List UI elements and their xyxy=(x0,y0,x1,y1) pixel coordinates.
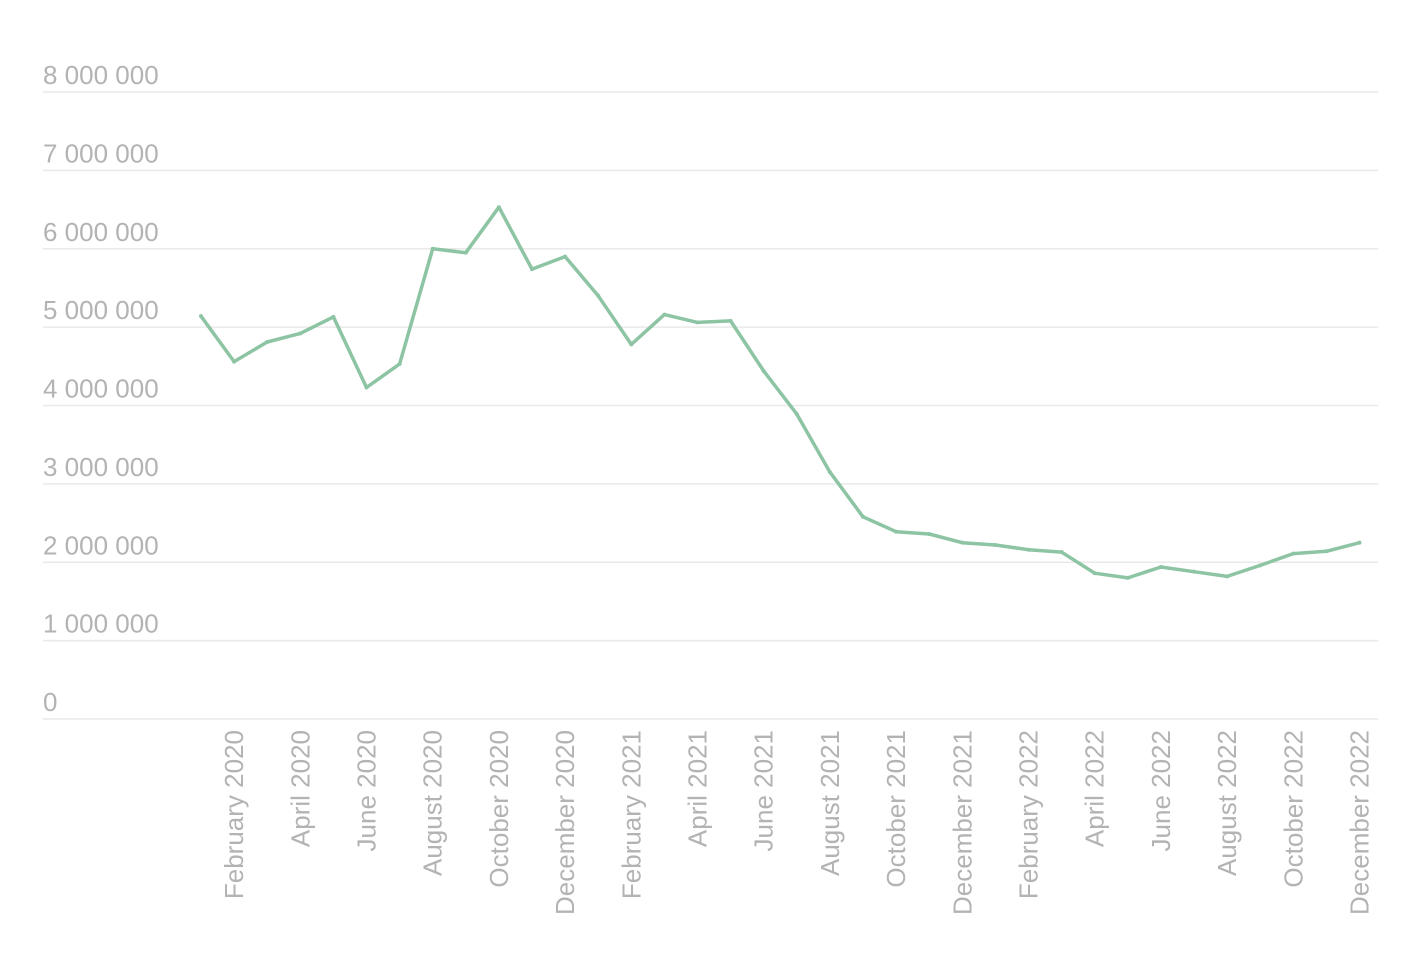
data-point xyxy=(1225,574,1230,579)
data-point xyxy=(761,369,766,374)
data-point xyxy=(331,314,336,319)
y-tick-label: 7 000 000 xyxy=(43,138,159,168)
y-tick-label: 0 xyxy=(43,687,57,717)
data-point xyxy=(1092,571,1097,576)
x-tick-label: April 2021 xyxy=(683,730,713,847)
x-tick-label: October 2021 xyxy=(881,730,911,888)
data-point xyxy=(496,205,501,210)
data-point xyxy=(662,312,667,317)
data-point xyxy=(695,320,700,325)
data-point xyxy=(1324,549,1329,554)
data-point xyxy=(927,532,932,537)
data-point xyxy=(596,293,601,298)
data-point xyxy=(364,385,369,390)
data-point xyxy=(232,359,237,364)
x-tick-label: August 2022 xyxy=(1212,730,1242,876)
y-tick-label: 3 000 000 xyxy=(43,452,159,482)
x-tick-label: December 2022 xyxy=(1345,730,1375,915)
data-point xyxy=(430,246,435,251)
y-tick-label: 1 000 000 xyxy=(43,609,159,639)
data-point xyxy=(563,254,568,259)
x-tick-label: June 2020 xyxy=(352,730,382,851)
y-axis-tick-labels: 0 1 000 000 2 000 000 3 000 000 4 000 000 5 0… xyxy=(43,60,159,717)
x-tick-label: April 2022 xyxy=(1080,730,1110,847)
data-point xyxy=(1026,547,1031,552)
data-point xyxy=(265,340,270,345)
data-point xyxy=(1258,563,1263,568)
data-point xyxy=(993,543,998,548)
x-tick-label: October 2020 xyxy=(484,730,514,888)
data-point xyxy=(1158,564,1163,569)
data-point xyxy=(894,529,899,534)
x-tick-label: December 2021 xyxy=(947,730,977,915)
series-line xyxy=(199,205,1362,580)
data-point xyxy=(827,470,832,475)
y-tick-label: 8 000 000 xyxy=(43,60,159,90)
data-point xyxy=(1291,551,1296,556)
data-point xyxy=(861,514,865,519)
data-point xyxy=(1125,575,1130,580)
x-tick-label: February 2021 xyxy=(616,730,646,899)
x-tick-label: February 2022 xyxy=(1014,730,1044,899)
data-point xyxy=(298,331,303,336)
x-tick-label: December 2020 xyxy=(550,730,580,915)
y-tick-label: 4 000 000 xyxy=(43,374,159,404)
data-point xyxy=(1357,540,1362,545)
data-point xyxy=(463,250,468,255)
data-point xyxy=(530,267,534,272)
data-point xyxy=(960,540,965,545)
data-point xyxy=(629,342,634,347)
data-point xyxy=(199,314,203,319)
data-point xyxy=(1059,550,1064,555)
x-tick-label: June 2022 xyxy=(1146,730,1176,851)
data-point xyxy=(1192,569,1196,574)
x-axis-tick-labels: February 2020 April 2020 June 2020 August 2… xyxy=(219,730,1374,915)
data-point xyxy=(728,318,733,323)
gridlines xyxy=(43,91,1378,720)
x-tick-label: February 2020 xyxy=(219,730,249,899)
y-tick-label: 5 000 000 xyxy=(43,295,159,325)
series-layer xyxy=(199,205,1362,580)
x-tick-label: April 2020 xyxy=(285,730,315,847)
x-tick-label: August 2020 xyxy=(418,730,448,876)
y-tick-label: 6 000 000 xyxy=(43,217,159,247)
data-point xyxy=(397,361,402,366)
data-point xyxy=(794,412,799,417)
x-tick-label: June 2021 xyxy=(749,730,779,851)
y-tick-label: 2 000 000 xyxy=(43,530,159,560)
x-tick-label: October 2022 xyxy=(1278,730,1308,888)
x-tick-label: August 2021 xyxy=(815,730,845,876)
